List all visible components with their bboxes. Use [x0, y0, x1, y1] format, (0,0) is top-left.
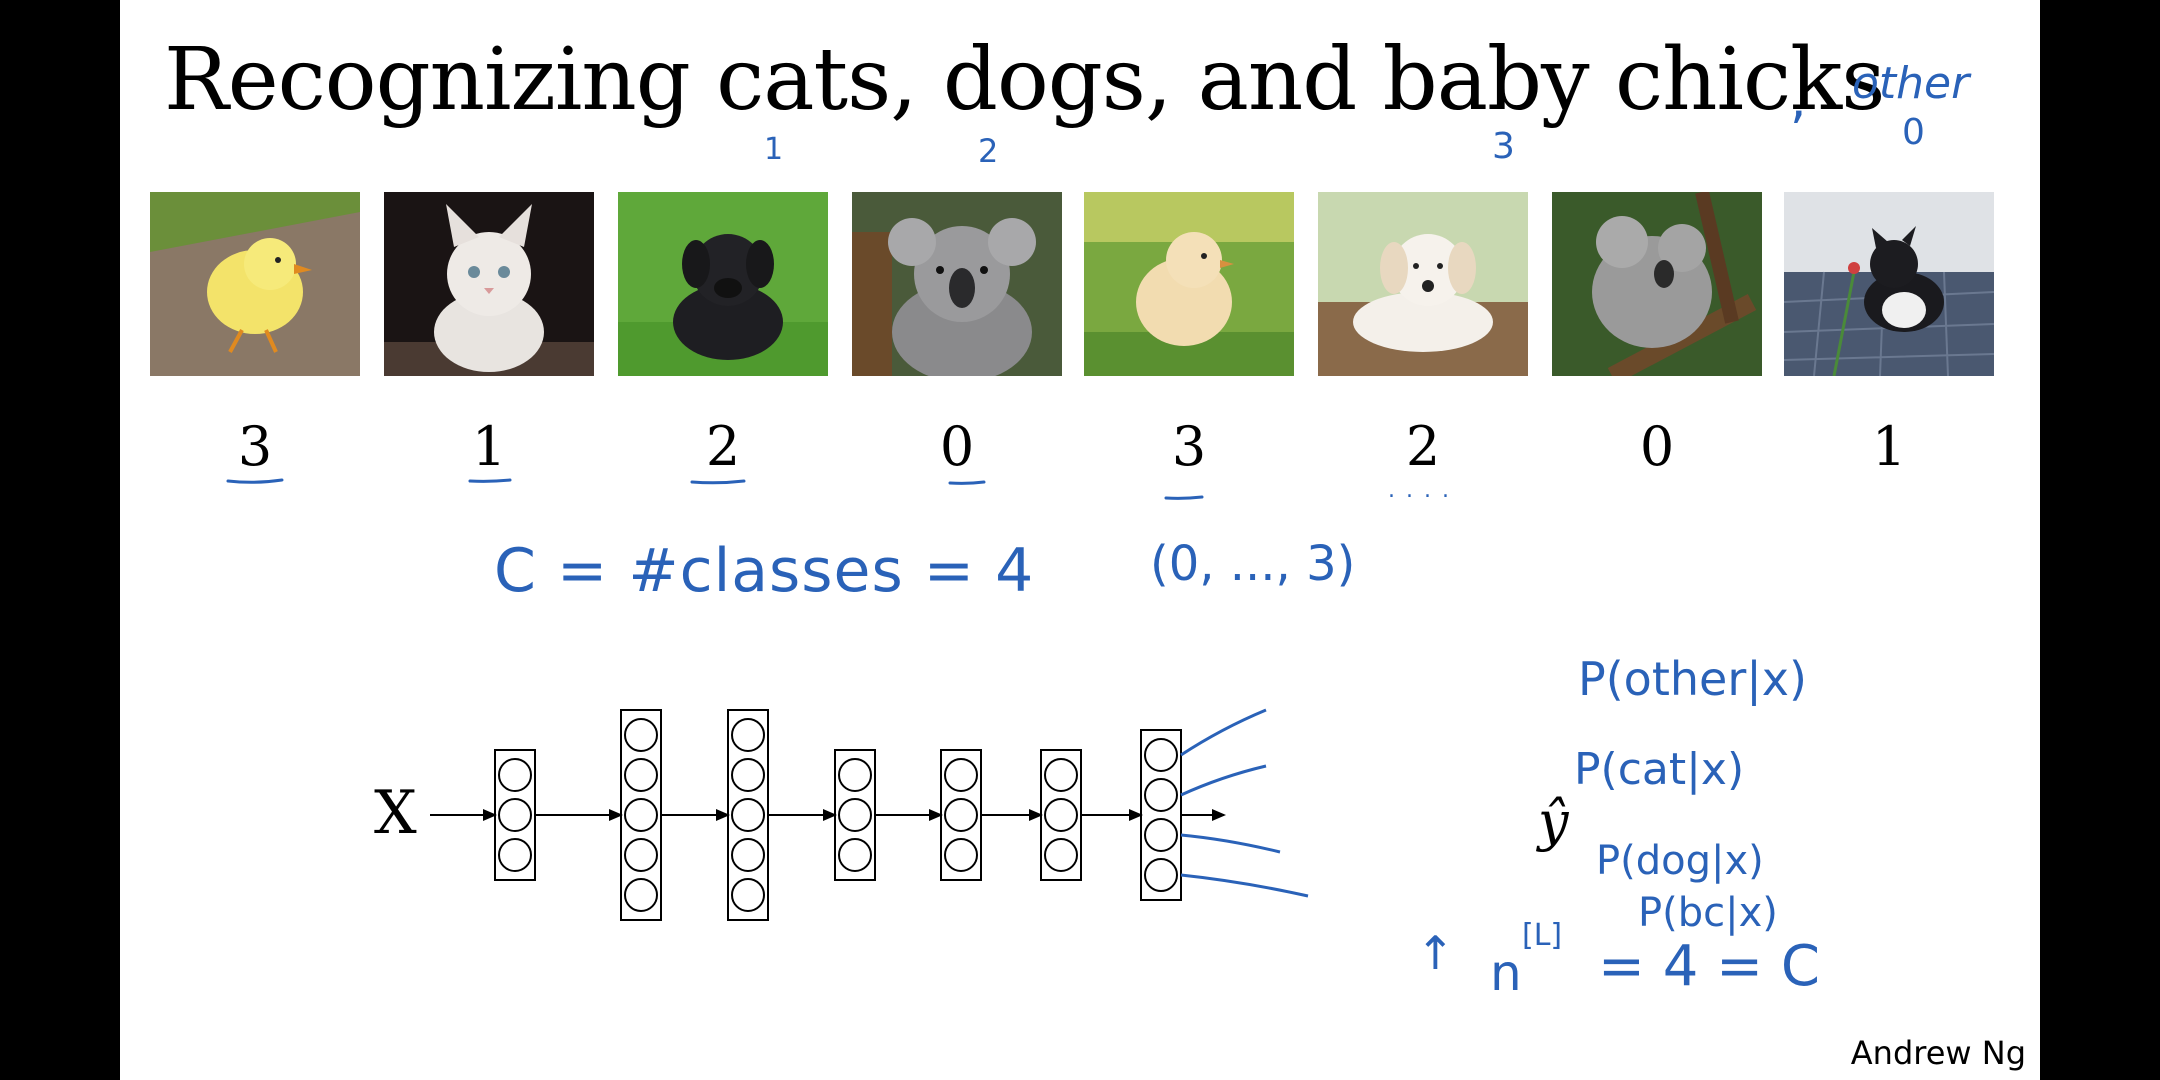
network-input-label: X	[374, 778, 417, 848]
underline-4	[948, 480, 986, 485]
layer-7-node-3	[1144, 818, 1178, 852]
layer-6-node-2	[1044, 798, 1078, 832]
annotation-n-superscript: [L]	[1522, 918, 1563, 953]
annotation-other-index: 0	[1902, 112, 1925, 153]
annotation-cats-index: 1	[764, 132, 784, 167]
layer-7-node-1	[1144, 738, 1178, 772]
image-chick-1	[150, 192, 360, 376]
annotation-dots: . . . .	[1388, 478, 1451, 503]
layer-7-node-4	[1144, 858, 1178, 892]
output-connector-4	[1180, 873, 1309, 898]
output-connector-2	[1180, 764, 1267, 797]
layer-5-node-2	[944, 798, 978, 832]
output-label-other: P(other|x)	[1578, 652, 1807, 706]
image-chick-2	[1084, 192, 1294, 376]
output-connector-3	[1180, 833, 1281, 854]
underline-3	[690, 479, 746, 485]
image-label-7: 0	[1639, 415, 1675, 478]
annotation-class-range: (0, ..., 3)	[1150, 536, 1356, 592]
image-puppy-2	[1318, 192, 1528, 376]
layer-6-node-1	[1044, 758, 1078, 792]
slide: Recognizing cats, dogs, and baby chicks …	[120, 0, 2040, 1080]
layer-4-node-1	[838, 758, 872, 792]
layer-2-node-4	[624, 838, 658, 872]
neural-network	[430, 708, 1309, 921]
underline-2	[468, 478, 512, 483]
annotation-n-equals: = 4 = C	[1598, 934, 1820, 999]
layer-1-node-2	[498, 798, 532, 832]
image-label-8: 1	[1871, 415, 1907, 478]
network-output-label: ŷ	[1538, 790, 1569, 853]
annotation-comma: ,	[1790, 70, 1807, 130]
annotation-dogs-index: 2	[978, 132, 999, 170]
output-label-dog: P(dog|x)	[1596, 838, 1764, 884]
annotation-arrow-up: ↑	[1416, 926, 1455, 980]
layer-2-node-3	[624, 798, 658, 832]
underline-5	[1164, 495, 1204, 500]
image-kitten-2	[1784, 192, 1994, 376]
image-label-3: 2	[705, 415, 741, 478]
author-credit: Andrew Ng	[1850, 1034, 2026, 1072]
layer-1-node-3	[498, 838, 532, 872]
image-koala-2	[1552, 192, 1762, 376]
layer-3-node-5	[731, 878, 765, 912]
output-label-bc: P(bc|x)	[1638, 890, 1778, 936]
annotation-other: other	[1852, 58, 1970, 109]
image-label-5: 3	[1171, 415, 1207, 478]
layer-3-node-2	[731, 758, 765, 792]
underline-1	[226, 478, 284, 484]
layer-4-node-3	[838, 838, 872, 872]
image-label-4: 0	[939, 415, 975, 478]
output-connector-1	[1180, 708, 1267, 757]
layer-2-node-2	[624, 758, 658, 792]
layer-7-node-2	[1144, 778, 1178, 812]
layer-6-node-3	[1044, 838, 1078, 872]
layer-3-node-4	[731, 838, 765, 872]
annotation-n-layer: n	[1490, 944, 1522, 1002]
layer-2-node-1	[624, 718, 658, 752]
annotation-num-classes: C = #classes = 4	[494, 536, 1035, 606]
slide-title: Recognizing cats, dogs, and baby chicks	[164, 30, 1885, 130]
layer-3-node-1	[731, 718, 765, 752]
layer-3-node-3	[731, 798, 765, 832]
layer-4-node-2	[838, 798, 872, 832]
layer-2-node-5	[624, 878, 658, 912]
image-kitten-1	[384, 192, 594, 376]
annotation-chicks-index: 3	[1492, 126, 1515, 167]
image-label-6: 2	[1405, 415, 1441, 478]
layer-5-node-3	[944, 838, 978, 872]
output-label-cat: P(cat|x)	[1574, 744, 1745, 795]
layer-5-node-1	[944, 758, 978, 792]
label-underlines	[226, 478, 1204, 500]
image-label-1: 3	[237, 415, 273, 478]
layer-1-node-1	[498, 758, 532, 792]
image-koala-1	[852, 192, 1062, 376]
image-puppy-1	[618, 192, 828, 376]
image-label-2: 1	[471, 415, 507, 478]
